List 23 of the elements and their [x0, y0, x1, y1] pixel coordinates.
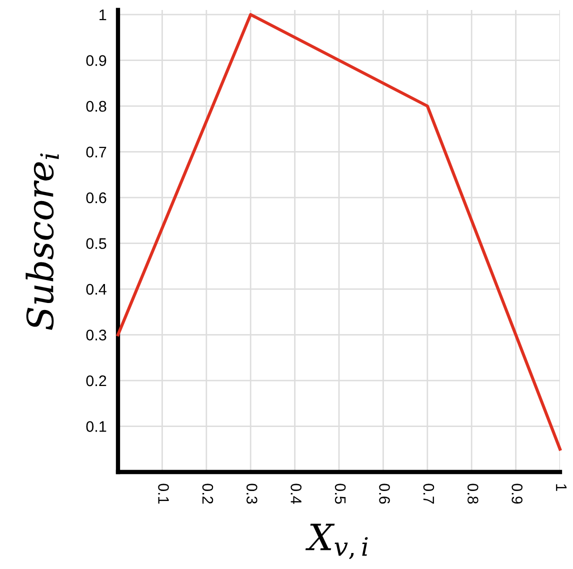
x-axis-title: X$_{v,i}$ [305, 524, 368, 560]
y-tick-label: 0.3 [86, 330, 106, 340]
y-tick-label: 0.5 [86, 238, 106, 249]
y-tick-label: 0.2 [86, 375, 106, 386]
x-tick-label: 0.9 [512, 484, 523, 504]
x-tick-label: 0.6 [379, 484, 390, 504]
x-tick-label: 0.2 [202, 484, 214, 504]
y-tick-label: 0.7 [86, 146, 106, 158]
x-tick-label: 0.4 [290, 484, 302, 504]
y-axis-title: Subscore$_{i}$ [26, 154, 59, 330]
x-tick-label: 1 [556, 484, 567, 491]
y-tick-label: 1 [100, 10, 106, 20]
x-tick-label: 0.7 [423, 484, 434, 504]
y-tick-label: 0.9 [86, 55, 106, 66]
y-tick-label: 0.1 [86, 421, 106, 432]
x-tick-label: 0.3 [246, 484, 258, 504]
y-tick-label: 0.6 [86, 192, 106, 204]
x-tick-label: 0.1 [158, 484, 169, 504]
y-tick-label: 0.4 [86, 284, 106, 295]
line-series [116, 13, 562, 451]
x-tick-label: 0.8 [468, 484, 478, 504]
y-tick-label: 0.8 [86, 100, 106, 112]
x-tick-label: 0.5 [334, 484, 346, 504]
